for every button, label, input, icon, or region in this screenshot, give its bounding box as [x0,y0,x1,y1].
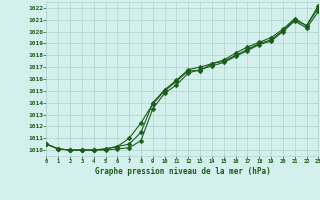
X-axis label: Graphe pression niveau de la mer (hPa): Graphe pression niveau de la mer (hPa) [94,167,270,176]
